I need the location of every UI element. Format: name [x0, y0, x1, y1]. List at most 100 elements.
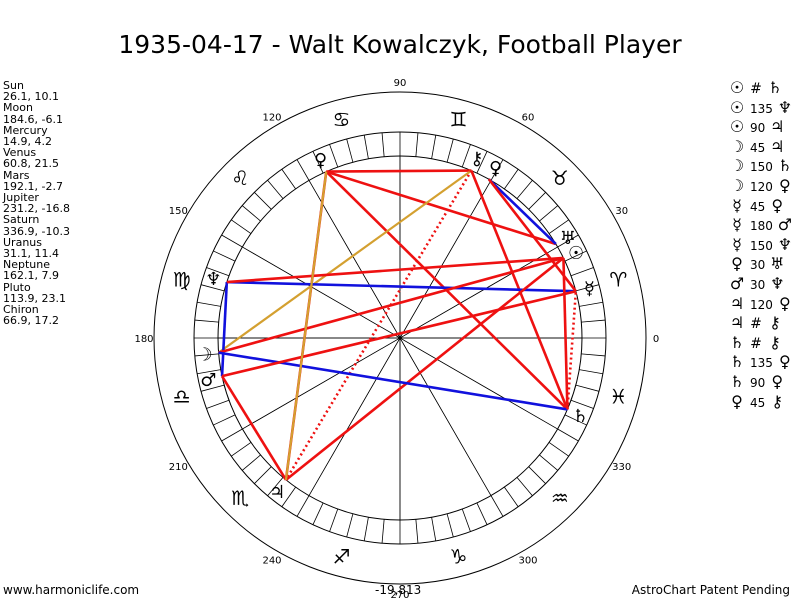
aspect-planet-glyph: ☽ [729, 156, 745, 176]
degree-tick [363, 135, 369, 159]
aspect-planet-glyph: ♄ [767, 78, 783, 97]
degree-label: 120 [262, 112, 281, 123]
degree-tick [200, 284, 225, 292]
degree-tick [194, 353, 219, 357]
degree-tick [267, 179, 284, 199]
aspect-symbol: # [750, 81, 762, 97]
aspect-row: ☽ 45 ♃ [728, 137, 794, 157]
moon-glyph-icon: ☽ [197, 345, 213, 366]
mercury-glyph-icon: ☿ [584, 279, 595, 300]
degree-tick [296, 159, 310, 181]
aspect-planet-glyph: ☉ [729, 97, 745, 117]
degree-tick [281, 486, 296, 507]
degree-tick [312, 502, 324, 525]
degree-tick [579, 301, 603, 307]
aspect-value: 135 [750, 356, 773, 371]
aspect-row: ☉ 90 ♃ [728, 117, 794, 137]
degree-tick [213, 414, 236, 426]
aspect-planet-glyph: ♀ [779, 293, 791, 313]
degree-tick [446, 513, 454, 538]
degree-tick [557, 428, 579, 442]
degree-tick [570, 399, 594, 409]
aspect-line-mars-jupiter [220, 375, 288, 481]
aspect-planet-glyph: ♃ [729, 313, 745, 333]
aspect-value: 90 [750, 375, 766, 390]
aspect-row: ♂ 30 ♆ [728, 274, 794, 294]
aspect-value: 45 [750, 140, 766, 155]
sagittarius-sign-icon: ♐ [333, 544, 351, 568]
degree-tick [528, 466, 546, 484]
planet-name-jupiter: Jupiter [3, 191, 39, 205]
aspect-row: ♃ # ⚷ [728, 313, 794, 333]
aspect-planet-glyph: ♀ [731, 254, 743, 274]
aspect-value: 45 [750, 199, 766, 214]
aspect-row: ☽ 150 ♄ [728, 156, 794, 176]
degree-tick [241, 454, 261, 471]
aspect-planet-glyph: ⚷ [771, 391, 784, 411]
degree-tick [381, 519, 385, 544]
aspect-row: ☿ 150 ♆ [728, 235, 794, 255]
degree-tick [296, 495, 310, 517]
planet-pos-neptune: 162.1, 7.9 [3, 269, 59, 283]
degree-tick [564, 414, 587, 426]
aspect-line-neptune-sun [226, 256, 564, 284]
aspect-planet-glyph: ☿ [732, 215, 742, 235]
gemini-sign-icon: ♊ [450, 108, 468, 132]
degree-label: 210 [169, 462, 188, 473]
degree-tick [254, 192, 272, 210]
venus-glyph-icon: ♀ [489, 158, 502, 179]
mars-glyph-icon: ♂ [200, 370, 216, 391]
planet-pos-venus: 60.8, 21.5 [3, 157, 59, 171]
planet-name-chiron: Chiron [3, 303, 39, 317]
aspect-planet-glyph: ☽ [729, 175, 745, 195]
degree-tick [221, 428, 243, 442]
planet-pos-saturn: 336.9, -10.3 [3, 224, 70, 238]
footer-website[interactable]: www.harmoniclife.com [3, 583, 140, 597]
aspect-line-venus-mercury [487, 178, 577, 292]
degree-label: 180 [134, 334, 153, 345]
aspect-line-venus-uranus [487, 178, 557, 245]
aspect-planet-glyph: ♀ [779, 175, 791, 195]
capricorn-sign-icon: ♑ [450, 544, 468, 568]
planet-name-venus: Venus [3, 146, 37, 160]
footer-value: -19,813 [375, 583, 422, 597]
cancer-sign-icon: ♋ [333, 108, 351, 132]
aspect-planet-glyph: ♃ [770, 136, 785, 156]
aspect-row: ♀ 45 ⚷ [728, 392, 794, 412]
degree-tick [346, 138, 354, 163]
scorpio-sign-icon: ♏ [231, 486, 249, 510]
degree-tick [197, 301, 221, 307]
aspect-line-neptune-mercury [226, 280, 576, 293]
degree-tick [363, 517, 369, 541]
degree-tick [461, 508, 471, 532]
chiron-glyph-icon: ⚷ [470, 149, 483, 170]
aspect-planet-glyph: ☉ [729, 117, 745, 137]
aspect-symbol: # [750, 316, 762, 333]
sun-glyph-icon: ☉ [568, 243, 584, 264]
degree-tick [575, 284, 600, 292]
degree-label: 330 [612, 462, 631, 473]
degree-tick [213, 250, 236, 262]
degree-tick [504, 486, 519, 507]
degree-tick [579, 369, 603, 375]
degree-tick [557, 234, 579, 248]
aquarius-sign-icon: ♒ [551, 486, 569, 510]
planet-pos-jupiter: 231.2, -16.8 [3, 202, 70, 216]
aspect-row: ☉ 135 ♆ [728, 98, 794, 118]
degree-tick [516, 477, 533, 497]
aspect-planet-glyph: ♄ [729, 352, 745, 372]
aspect-value: 45 [750, 395, 766, 410]
aspect-line-saturn-mercury [566, 291, 578, 410]
degree-tick [539, 454, 559, 471]
degree-tick [281, 169, 296, 190]
planet-name-saturn: Saturn [3, 213, 40, 227]
degree-tick [490, 495, 504, 517]
degree-tick [581, 319, 606, 323]
degree-tick [581, 353, 606, 357]
degree-tick [528, 192, 546, 210]
virgo-sign-icon: ♍ [173, 268, 191, 292]
degree-tick [312, 151, 324, 174]
degree-tick [570, 267, 594, 277]
degree-tick [221, 234, 243, 248]
degree-tick [446, 138, 454, 163]
